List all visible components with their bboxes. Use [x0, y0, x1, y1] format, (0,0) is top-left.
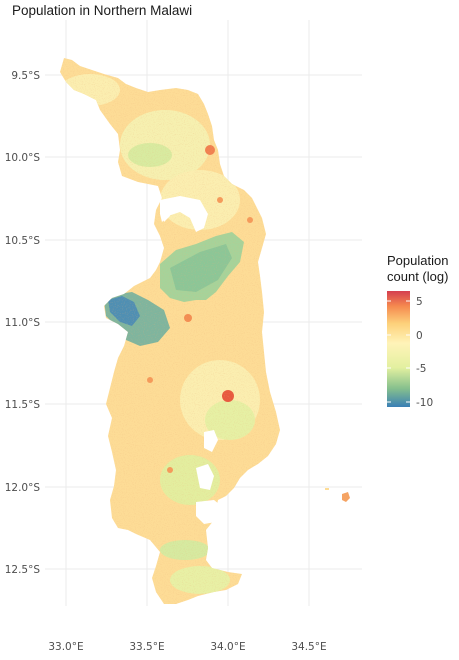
- y-tick-label: 12.0°S: [5, 482, 41, 494]
- legend-tick-label: -5: [416, 363, 426, 375]
- y-tick-label: 11.5°S: [5, 399, 41, 411]
- x-axis: 33.0°E 33.5°E 34.0°E 34.5°E: [48, 641, 326, 653]
- x-tick-label: 34.5°E: [291, 641, 326, 653]
- x-tick-label: 33.0°E: [48, 641, 83, 653]
- y-tick-label: 9.5°S: [11, 70, 40, 82]
- y-tick-label: 10.0°S: [5, 152, 41, 164]
- legend-color-bar: [387, 291, 410, 407]
- y-tick-label: 10.5°S: [5, 235, 41, 247]
- x-tick-label: 33.5°E: [129, 641, 164, 653]
- x-tick-label: 34.0°E: [210, 641, 245, 653]
- legend-title-line1: Population: [387, 253, 449, 268]
- y-tick-label: 12.5°S: [5, 564, 41, 576]
- legend-tick-label: 5: [416, 296, 423, 308]
- legend-title-line2: count (log): [387, 269, 449, 284]
- y-tick-label: 11.0°S: [5, 317, 41, 329]
- legend-tick-label: 0: [416, 330, 423, 342]
- y-axis: 9.5°S 10.0°S 10.5°S 11.0°S 11.5°S 12.0°S…: [5, 70, 41, 576]
- legend: 5 0 -5 -10: [387, 291, 433, 409]
- legend-title: Population count (log): [387, 253, 457, 285]
- map-title: Population in Northern Malawi: [12, 3, 193, 18]
- legend-tick-label: -10: [416, 397, 433, 409]
